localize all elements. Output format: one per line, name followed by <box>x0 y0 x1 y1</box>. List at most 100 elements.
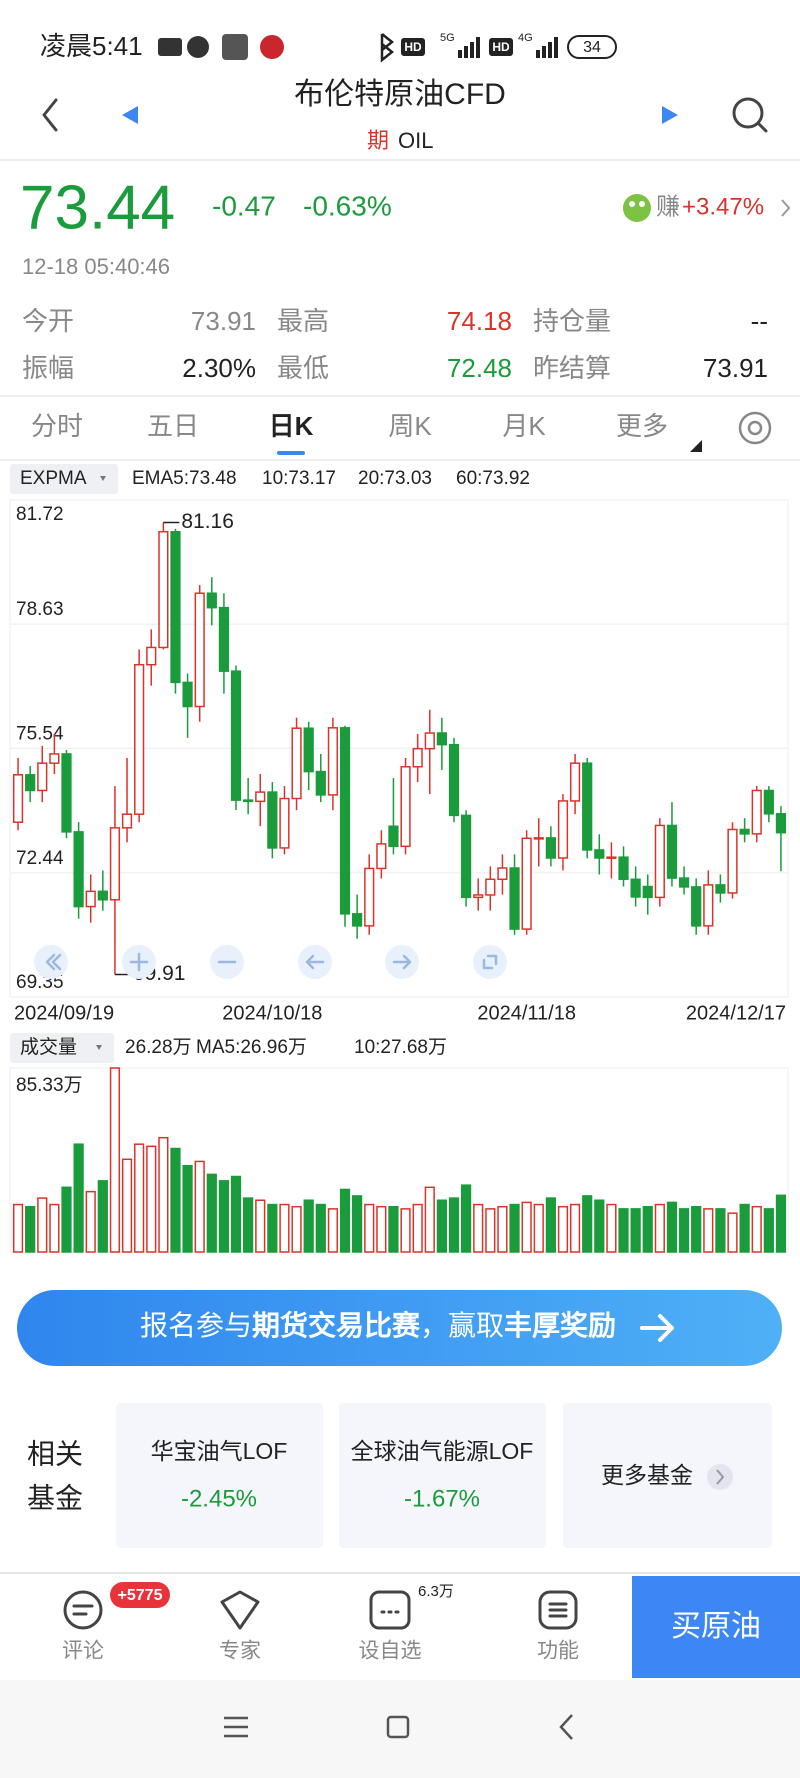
banner[interactable]: 报名参与期货交易比赛，赢取丰厚奖励 <box>17 1290 782 1366</box>
fund-change: -1.67% <box>404 1485 480 1512</box>
signal-bar <box>536 50 540 58</box>
volume-bar <box>218 1180 230 1253</box>
prev-button[interactable] <box>122 106 138 124</box>
candle-body <box>460 814 472 899</box>
volume-bar <box>715 1208 726 1253</box>
battery-level: 34 <box>583 39 601 56</box>
settings-button[interactable] <box>738 411 772 445</box>
volume-bar <box>775 1194 787 1253</box>
volume-bar <box>473 1203 484 1253</box>
candle-body <box>606 856 617 859</box>
volume-bar <box>642 1205 653 1253</box>
candle-body <box>364 867 375 927</box>
nav-back[interactable] <box>559 1714 573 1740</box>
volume-bar <box>412 1203 423 1253</box>
fund-card[interactable] <box>563 1403 772 1548</box>
icon <box>260 35 284 59</box>
candle-body <box>424 732 435 750</box>
search-icon <box>732 97 764 129</box>
tab[interactable]: 五日 <box>147 411 199 441</box>
signal-bar <box>464 46 468 58</box>
battery <box>567 35 617 59</box>
tab[interactable]: 更多 <box>616 411 668 441</box>
x-tick-label: 2024/12/17 <box>686 1002 786 1024</box>
header-tag: 期 <box>367 128 389 153</box>
buy-button[interactable] <box>632 1576 800 1678</box>
network-label: HD <box>404 40 422 54</box>
bluetooth-icon <box>380 33 395 63</box>
badge <box>110 1582 170 1608</box>
volume-bar <box>25 1205 36 1253</box>
toolbar-label[interactable]: 评论 <box>62 1640 104 1663</box>
volume-bar <box>97 1180 108 1253</box>
tab[interactable]: 分时 <box>31 411 83 441</box>
banner-part: ，赢取 <box>420 1310 504 1341</box>
back-button[interactable] <box>42 98 58 132</box>
tabs: 分时 五日 日K 周K 月K 更多 <box>31 411 668 455</box>
tab[interactable]: 月K <box>502 411 546 441</box>
candle-body <box>388 825 399 848</box>
volume-bar <box>243 1197 254 1253</box>
volume-bar <box>594 1199 605 1253</box>
candle-body <box>12 774 24 823</box>
legend-entry: 26.28万 <box>125 1037 192 1058</box>
stat-value: 72.48 <box>447 353 512 383</box>
nav-home[interactable] <box>386 1715 410 1739</box>
volume-bar <box>569 1203 581 1253</box>
search-button[interactable] <box>732 97 768 133</box>
system-nav <box>0 1680 800 1778</box>
volume-bar <box>121 1158 133 1253</box>
indicator-select[interactable] <box>10 1033 114 1063</box>
candle-body <box>121 813 133 829</box>
fund-card[interactable] <box>116 1403 323 1548</box>
nav-menu[interactable] <box>224 1716 248 1738</box>
control-button[interactable] <box>34 945 68 979</box>
candle-body <box>751 789 762 835</box>
more-funds: 更多基金 <box>601 1462 693 1488</box>
candle-body <box>85 890 96 908</box>
next-button[interactable] <box>662 106 678 124</box>
profit-label[interactable]: 赚 <box>656 193 680 220</box>
candle-body <box>630 878 641 898</box>
function-icon <box>548 1602 568 1618</box>
candle-body <box>230 670 242 801</box>
network-label: HD <box>492 40 510 54</box>
toolbar-label[interactable]: 专家 <box>219 1640 261 1663</box>
stat-label: 持仓量 <box>533 306 611 336</box>
y-tick-label: 85.33万 <box>16 1075 83 1096</box>
volume-bar <box>691 1205 702 1253</box>
candle-body <box>497 867 508 881</box>
volume-bar <box>545 1197 556 1253</box>
legend-entry: 60:73.92 <box>456 468 530 489</box>
expert-icon <box>220 1590 260 1630</box>
signal-bar <box>554 37 558 58</box>
volume-bar <box>37 1197 48 1253</box>
banner-background <box>17 1290 782 1366</box>
candle-body <box>134 663 145 815</box>
control-icon <box>305 954 325 970</box>
fund-card[interactable] <box>339 1403 546 1548</box>
candle-body <box>715 884 726 894</box>
indicator-select[interactable] <box>10 464 118 494</box>
candle-body <box>678 877 690 888</box>
candle-body <box>412 747 423 768</box>
toolbar-label[interactable]: 功能 <box>537 1640 579 1663</box>
dropdown-arrow <box>96 1045 102 1050</box>
control-button[interactable] <box>473 945 507 979</box>
candle-body <box>279 797 290 849</box>
stat-value: -- <box>751 306 768 336</box>
tab[interactable]: 周K <box>388 411 432 441</box>
status-icons: HD 5G HD 4G 34 <box>158 32 617 63</box>
profit-value[interactable]: +3.47% <box>682 193 764 220</box>
tab[interactable]: 日K <box>269 411 314 441</box>
y-tick-label: 72.44 <box>16 848 64 869</box>
volume-bar <box>727 1212 738 1253</box>
volume-bar <box>170 1147 181 1253</box>
toolbar-label[interactable]: 设自选 <box>359 1640 422 1663</box>
volume-bar <box>763 1208 774 1253</box>
fund-name: 华宝油气LOF <box>151 1438 288 1464</box>
candle-body <box>582 762 593 851</box>
candle-body <box>509 867 520 930</box>
signal-bar <box>548 42 552 58</box>
